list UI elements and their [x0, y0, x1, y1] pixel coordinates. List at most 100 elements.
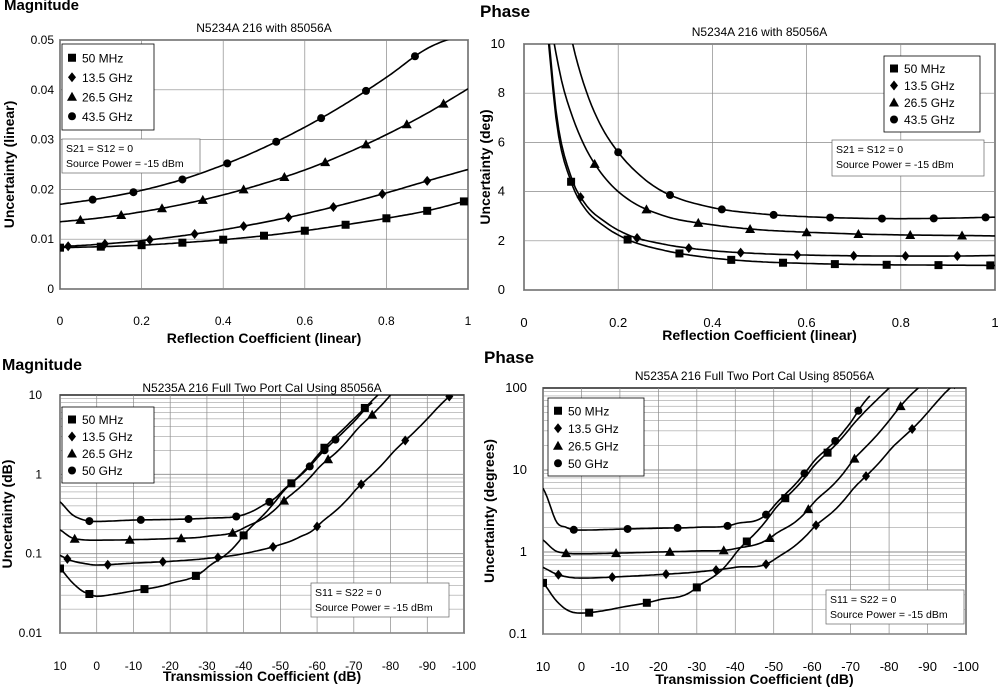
- data-point: [423, 206, 432, 215]
- data-point: [779, 258, 788, 267]
- x-tick-label: 0.8: [892, 315, 910, 330]
- chart-title: N5235A 216 Full Two Port Cal Using 85056…: [635, 369, 874, 383]
- legend: 50 MHz 13.5 GHz 26.5 GHz 50 GHz: [547, 397, 645, 477]
- data-point: [934, 261, 943, 270]
- legend-label: 50 GHz: [82, 464, 123, 478]
- data-point: [608, 572, 617, 583]
- data-point: [284, 212, 293, 223]
- legend: 50 MHz 13.5 GHz 26.5 GHz 43.5 GHz: [61, 43, 155, 131]
- annotation-frame: [61, 138, 201, 174]
- data-point: [957, 230, 968, 240]
- x-tick-label: 0.6: [296, 314, 313, 328]
- data-point: [331, 435, 340, 444]
- x-tick-label: -30: [687, 659, 706, 674]
- legend-marker: [68, 72, 76, 83]
- chart-1: 0 0.2 0.4 0.6 0.8 1 0 0.01 0.02 0.03 0.04 0.05 N5234…: [1, 21, 472, 346]
- data-point: [456, 32, 464, 40]
- data-point: [378, 189, 387, 200]
- data-point: [410, 52, 419, 61]
- x-tick-label: -60: [308, 659, 326, 673]
- data-point: [712, 565, 721, 576]
- data-point: [718, 545, 729, 555]
- data-point: [853, 229, 864, 239]
- annotation-line: Source Power = -15 dBm: [830, 609, 948, 621]
- x-tick-label: 0.2: [609, 315, 627, 330]
- x-tick-label: -90: [918, 659, 937, 674]
- series-line-26.5-ghz: [60, 88, 468, 223]
- data-point: [341, 220, 350, 229]
- annotation-box: S21 = S12 = 0 Source Power = -15 dBm: [831, 139, 985, 177]
- y-tick-label: 0.05: [31, 33, 55, 47]
- data-point: [360, 403, 369, 412]
- legend-marker: [68, 415, 76, 424]
- data-point: [662, 569, 671, 580]
- data-point: [877, 214, 886, 223]
- y-tick-label: 0.02: [31, 182, 55, 196]
- y-tick-label: 10: [513, 462, 527, 477]
- data-point: [854, 406, 863, 415]
- data-point: [736, 247, 745, 258]
- data-point: [75, 214, 86, 224]
- legend-label: 26.5 GHz: [904, 96, 955, 110]
- legend: 50 MHz 13.5 GHz 26.5 GHz 50 GHz: [61, 406, 155, 484]
- data-point: [901, 251, 910, 262]
- series-layer: [547, 44, 995, 270]
- annotation-line: S21 = S12 = 0: [836, 144, 903, 156]
- annotation-frame: [831, 139, 985, 177]
- data-point: [623, 524, 632, 533]
- data-point: [100, 238, 109, 249]
- data-point: [238, 184, 249, 194]
- data-point: [905, 230, 916, 240]
- y-tick-label: 0.04: [31, 83, 55, 97]
- data-point: [60, 564, 64, 573]
- data-point: [664, 546, 675, 556]
- legend-label: 50 GHz: [568, 457, 609, 471]
- annotation-line: Source Power = -15 dBm: [836, 159, 954, 171]
- data-point: [239, 531, 248, 540]
- section-label-bottom-right: Phase: [484, 348, 534, 367]
- legend-marker: [68, 112, 76, 121]
- data-point: [191, 571, 200, 580]
- data-point: [85, 517, 94, 526]
- data-point: [63, 553, 72, 564]
- y-axis-label: Uncertainty (linear): [1, 101, 17, 229]
- data-point: [585, 608, 594, 617]
- legend-label: 26.5 GHz: [82, 90, 133, 104]
- legend-label: 43.5 GHz: [82, 110, 133, 124]
- data-point: [223, 159, 232, 168]
- data-point: [382, 214, 391, 223]
- data-point: [103, 559, 112, 570]
- x-tick-label: 10: [536, 659, 550, 674]
- x-tick-label: -90: [419, 659, 437, 673]
- chart-title: N5234A 216 with 85056A: [196, 21, 331, 35]
- data-point: [176, 533, 187, 543]
- legend-label: 13.5 GHz: [568, 422, 619, 436]
- legend-marker: [554, 423, 562, 434]
- section-label-top-right: Phase: [480, 2, 530, 21]
- data-point: [684, 243, 693, 254]
- x-tick-label: -10: [611, 659, 630, 674]
- data-point: [623, 235, 632, 244]
- data-point: [666, 191, 675, 200]
- series-line-50-ghz: [543, 395, 871, 531]
- x-axis-label: Reflection Coefficient (linear): [662, 327, 856, 343]
- legend-marker: [67, 91, 77, 101]
- legend-marker: [68, 431, 76, 442]
- data-point: [140, 585, 149, 594]
- data-point: [136, 515, 145, 524]
- annotation-line: S21 = S12 = 0: [66, 143, 133, 155]
- section-label-bottom-left: Magnitude: [2, 357, 82, 374]
- data-point: [317, 114, 326, 123]
- legend-label: 26.5 GHz: [568, 439, 619, 453]
- data-point: [803, 504, 814, 514]
- data-point: [265, 497, 274, 506]
- data-point: [88, 195, 97, 204]
- data-point: [190, 229, 199, 240]
- data-point: [357, 479, 366, 490]
- data-point: [129, 188, 138, 197]
- chart-title: N5234A 216 with 85056A: [692, 25, 827, 39]
- legend-label: 13.5 GHz: [82, 430, 133, 444]
- data-point: [831, 436, 840, 445]
- x-tick-label: 1: [465, 314, 472, 328]
- data-point: [329, 201, 338, 212]
